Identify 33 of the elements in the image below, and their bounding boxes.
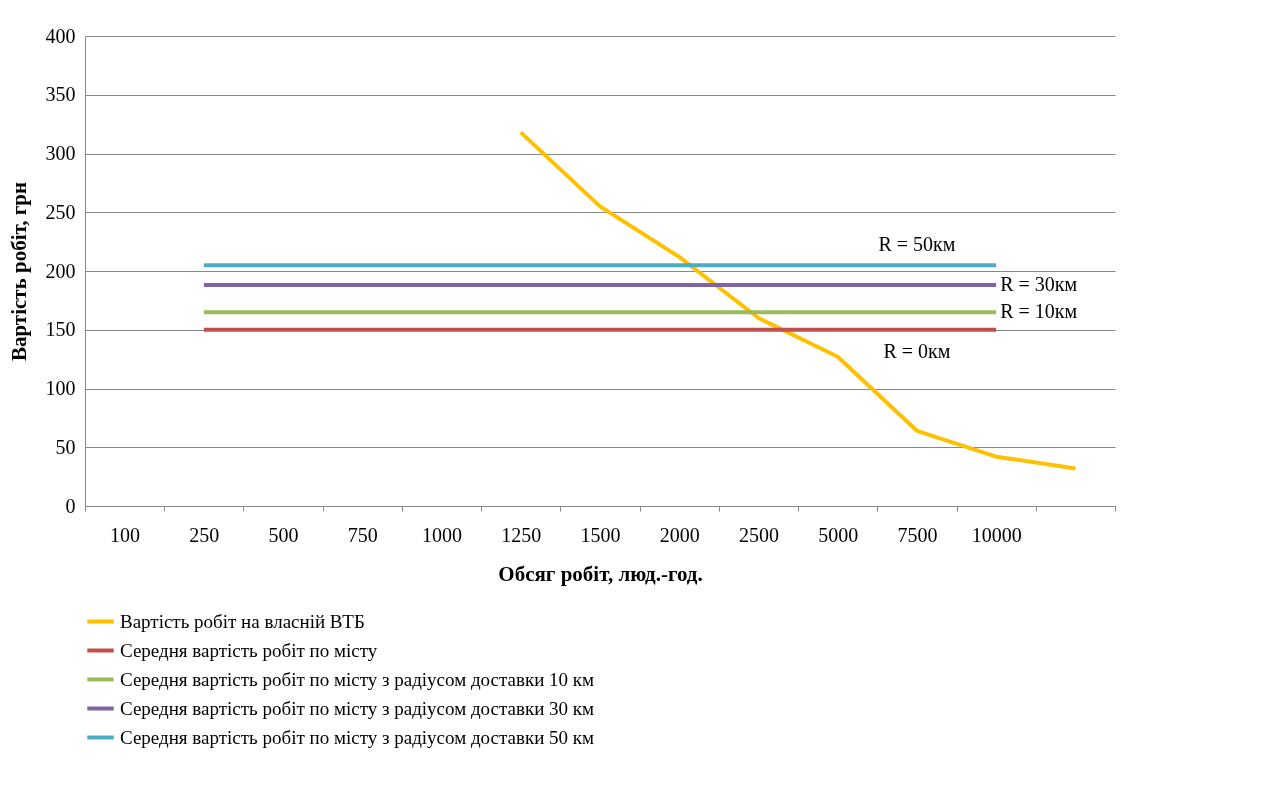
y-tick-label: 150 [45, 318, 76, 341]
x-tick-label: 750 [347, 523, 378, 546]
y-tick-label: 300 [45, 142, 76, 164]
x-axis-title: Обсяг робіт, люд.-год. [498, 561, 703, 586]
annotation: R = 0км [883, 339, 951, 362]
annotation: R = 50км [878, 233, 956, 256]
y-tick-label: 0 [65, 494, 76, 517]
annotation: R = 10км [1000, 300, 1078, 323]
x-tick-label: 1000 [422, 523, 463, 546]
x-tick-label: 100 [110, 523, 141, 546]
y-tick-label: 200 [45, 259, 76, 282]
x-tick-label: 10000 [971, 523, 1022, 546]
legend-label: Середня вартість робіт по місту з радіусом доставки 30 км [120, 697, 595, 719]
legend-label: Середня вартість робіт по місту з радіусом доставки 50 км [120, 726, 595, 748]
annotation: R = 30км [1000, 273, 1078, 296]
y-tick-label: 400 [45, 24, 76, 47]
y-tick-label: 250 [45, 200, 76, 223]
y-axis-title: Вартість робіт, грн [6, 181, 31, 362]
legend-label: Середня вартість робіт по місту з радіусом доставки 10 км [120, 668, 595, 690]
x-tick-label: 2000 [659, 523, 700, 546]
x-tick-label: 5000 [818, 523, 859, 546]
x-tick-label: 2500 [738, 523, 779, 546]
line-series [518, 130, 1078, 471]
legend-label: Вартість робіт на власній ВТБ [120, 610, 365, 632]
legend-label: Середня вартість робіт по місту [120, 639, 378, 661]
x-tick-label: 1250 [501, 523, 542, 546]
x-tick-label: 1500 [580, 523, 621, 546]
y-tick-label: 350 [45, 83, 76, 106]
x-tick-label: 250 [189, 523, 220, 546]
x-tick-label: 7500 [897, 523, 938, 546]
y-tick-label: 100 [45, 377, 76, 399]
x-tick-label: 500 [268, 523, 299, 546]
y-tick-label: 50 [55, 435, 76, 458]
